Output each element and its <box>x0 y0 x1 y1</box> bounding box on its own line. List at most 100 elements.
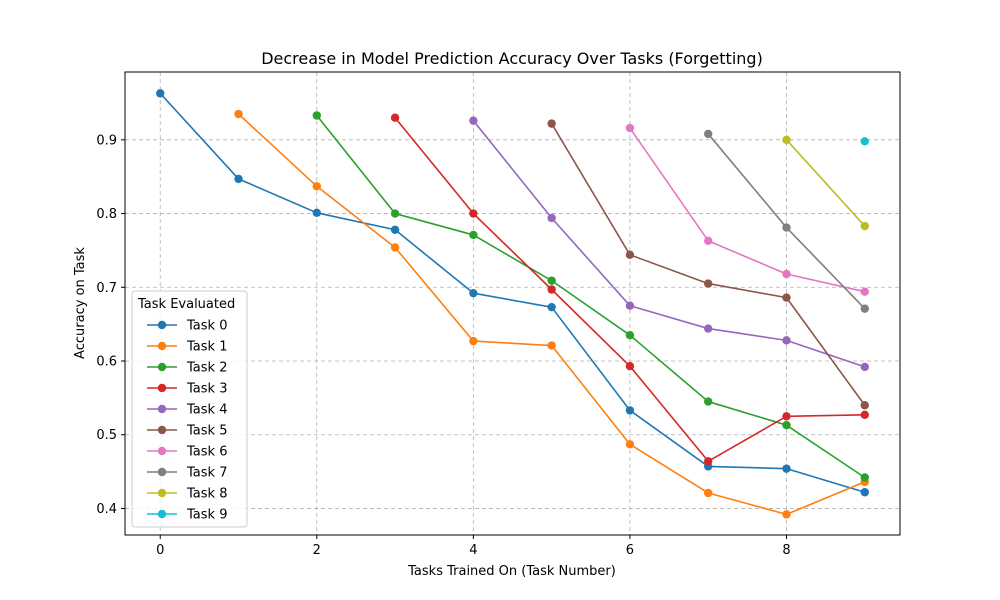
data-point-task-6 <box>625 123 635 133</box>
axis-ticks: 0 2 4 6 8 0.4 0.5 0.6 0.7 0.8 0.9 <box>96 133 790 558</box>
y-tick-label: 0.5 <box>96 428 117 443</box>
x-tick-label: 8 <box>782 543 790 558</box>
legend-title: Task Evaluated <box>137 297 235 312</box>
data-point-task-6 <box>782 269 791 279</box>
series-line-task-4 <box>472 120 866 368</box>
data-point-task-0 <box>312 208 321 218</box>
legend-label: Task 0 <box>186 319 227 334</box>
x-axis-label: Tasks Trained On (Task Number) <box>407 564 616 579</box>
series-task-7 <box>704 129 869 313</box>
legend-label: Task 9 <box>186 508 227 523</box>
legend-label: Task 5 <box>186 424 227 439</box>
data-point-task-6 <box>704 236 713 246</box>
data-point-task-4 <box>625 301 635 310</box>
data-point-task-4 <box>704 324 713 333</box>
legend-marker <box>157 341 167 351</box>
data-point-task-3 <box>625 361 635 371</box>
data-point-task-2 <box>469 230 478 240</box>
legend-entries: Task 0 Task 1 Task 2 Task 3 Task 4 Task 5 Task… <box>147 319 227 523</box>
data-point-task-3 <box>390 113 400 122</box>
legend-entry-task-2: Task 2 <box>147 361 227 376</box>
series-line-task-6 <box>629 127 865 293</box>
y-tick-label: 0.8 <box>96 207 117 222</box>
data-point-task-5 <box>704 279 713 288</box>
data-point-task-0 <box>625 406 635 415</box>
legend-marker <box>157 425 167 435</box>
legend-marker <box>157 446 167 456</box>
data-point-task-5 <box>625 250 635 260</box>
series-line-task-0 <box>159 92 866 494</box>
data-point-task-7 <box>860 304 869 313</box>
legend-marker <box>157 467 167 477</box>
data-point-task-6 <box>860 287 869 296</box>
data-point-task-0 <box>860 488 869 497</box>
legend-entry-task-4: Task 4 <box>147 403 227 418</box>
data-point-task-0 <box>547 302 556 312</box>
series-line-task-8 <box>785 139 866 227</box>
data-point-task-1 <box>469 336 478 346</box>
legend-label: Task 3 <box>186 382 227 397</box>
data-point-task-2 <box>704 397 713 406</box>
series-lines <box>156 89 869 519</box>
data-point-task-2 <box>860 473 869 482</box>
data-point-task-0 <box>469 288 478 298</box>
data-point-task-2 <box>547 276 556 285</box>
data-point-task-4 <box>782 336 791 345</box>
x-tick-label: 6 <box>626 543 634 558</box>
data-point-task-0 <box>234 174 243 184</box>
y-tick-label: 0.7 <box>96 281 117 296</box>
legend-marker <box>157 404 167 414</box>
series-task-9 <box>860 137 869 146</box>
series-task-5 <box>547 119 869 410</box>
y-tick-label: 0.6 <box>96 355 117 370</box>
legend-label: Task 6 <box>186 445 227 460</box>
data-point-task-1 <box>782 510 791 519</box>
data-point-task-0 <box>782 464 791 473</box>
legend-entry-task-1: Task 1 <box>147 340 227 355</box>
data-point-task-7 <box>782 223 791 232</box>
data-point-task-1 <box>312 182 321 191</box>
data-point-task-2 <box>312 111 321 120</box>
y-tick-label: 0.9 <box>96 133 117 148</box>
data-point-task-5 <box>860 401 869 410</box>
data-point-task-3 <box>469 209 478 218</box>
data-point-task-1 <box>234 109 243 119</box>
data-point-task-9 <box>860 137 869 146</box>
legend-entry-task-0: Task 0 <box>147 319 227 334</box>
legend-marker <box>157 362 167 372</box>
series-task-6 <box>625 123 869 296</box>
chart-title: Decrease in Model Prediction Accuracy Ov… <box>261 49 763 68</box>
legend-marker <box>157 383 167 393</box>
x-tick-label: 4 <box>469 543 477 558</box>
series-task-2 <box>312 111 869 482</box>
data-point-task-5 <box>782 293 791 302</box>
data-point-task-3 <box>860 410 869 420</box>
legend-label: Task 2 <box>186 361 227 376</box>
plot-frame <box>124 71 901 536</box>
data-point-task-0 <box>156 89 165 98</box>
grid-lines <box>125 72 900 535</box>
series-line-task-2 <box>316 115 866 479</box>
data-point-task-7 <box>704 129 713 139</box>
x-tick-label: 2 <box>313 543 321 558</box>
data-point-task-3 <box>704 457 713 466</box>
series-task-0 <box>156 89 869 497</box>
y-tick-label: 0.4 <box>96 502 117 517</box>
data-point-task-4 <box>469 116 478 125</box>
series-task-4 <box>469 116 869 372</box>
x-tick-label: 0 <box>156 543 164 558</box>
legend-marker <box>157 320 167 330</box>
data-point-task-4 <box>547 213 556 223</box>
series-task-8 <box>782 135 869 231</box>
data-point-task-2 <box>625 331 635 340</box>
data-point-task-1 <box>625 440 635 449</box>
data-point-task-8 <box>860 221 869 231</box>
data-point-task-5 <box>547 119 556 128</box>
y-axis-label: Accuracy on Task <box>73 247 88 359</box>
data-point-task-0 <box>390 225 400 234</box>
data-point-task-2 <box>390 209 400 218</box>
legend-entry-task-9: Task 9 <box>147 508 227 523</box>
data-point-task-4 <box>860 362 869 372</box>
legend-label: Task 8 <box>186 487 227 502</box>
